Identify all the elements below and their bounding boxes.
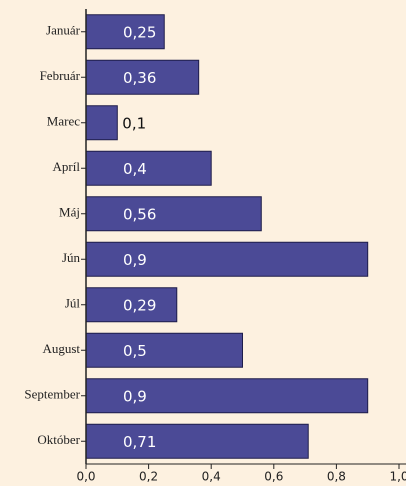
y-tick-label: Marec	[47, 114, 80, 129]
x-tick-label: 0,4	[202, 470, 221, 484]
value-label: 0,9	[123, 387, 147, 405]
bar	[85, 287, 178, 323]
bar	[85, 241, 369, 277]
value-label: 0,5	[123, 342, 147, 360]
x-tick-label: 0,0	[76, 470, 95, 484]
bar	[85, 196, 262, 232]
y-tick-label: Apríl	[53, 159, 81, 174]
value-label: 0,4	[123, 160, 147, 178]
bar	[85, 378, 369, 414]
x-tick-label: 0,2	[139, 470, 158, 484]
x-tick-label: 0,8	[327, 470, 346, 484]
bar	[85, 59, 200, 95]
y-tick-label: August	[42, 341, 80, 356]
y-tick-label: Október	[37, 432, 80, 447]
y-tick-label: Január	[46, 23, 81, 38]
value-label: 0,36	[123, 69, 156, 87]
x-tick-label: 1,0	[389, 470, 406, 484]
value-label: 0,71	[123, 433, 156, 451]
y-tick-label: Máj	[59, 205, 80, 220]
bar	[85, 332, 243, 368]
y-tick-label: Júl	[65, 296, 81, 311]
bar	[85, 150, 212, 186]
value-label: 0,29	[123, 296, 156, 314]
value-label: 0,9	[123, 251, 147, 269]
bar	[85, 105, 118, 141]
bar	[85, 423, 309, 459]
x-tick-label: 0,6	[264, 470, 283, 484]
value-label: 0,25	[123, 23, 156, 41]
value-label: 0,56	[123, 205, 156, 223]
value-label: 0,1	[122, 114, 146, 132]
y-tick-label: Február	[40, 68, 81, 83]
y-tick-label: Jún	[62, 250, 81, 265]
y-tick-label: September	[24, 387, 80, 402]
